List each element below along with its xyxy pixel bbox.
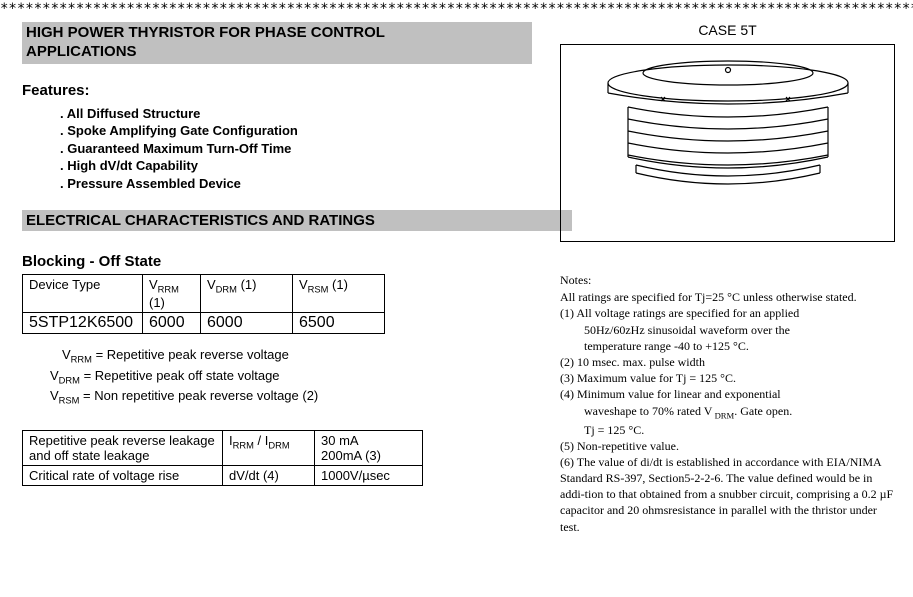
left-column: HIGH POWER THYRISTOR FOR PHASE CONTROL A… (22, 22, 532, 486)
col-vrrm: VRRM(1) (143, 275, 201, 313)
cell-value: 30 mA200mA (3) (315, 430, 423, 465)
note-line: (5) Non-repetitive value. (560, 438, 895, 454)
title-line-1: HIGH POWER THYRISTOR FOR PHASE CONTROL (26, 24, 528, 43)
note-line: All ratings are specified for Tj=25 °C u… (560, 289, 895, 305)
title-line-2: APPLICATIONS (26, 43, 528, 62)
table-row: Repetitive peak reverse leakage and off … (23, 430, 423, 465)
ratings-table: Repetitive peak reverse leakage and off … (22, 430, 423, 486)
feature-item: Pressure Assembled Device (60, 175, 532, 193)
cell-symbol: dV/dt (4) (223, 465, 315, 485)
cell-vrrm: 6000 (143, 312, 201, 333)
note-line: (4) Minimum value for linear and exponen… (560, 386, 895, 402)
col-vrsm: VRSM (1) (293, 275, 385, 313)
features-list: All Diffused Structure Spoke Amplifying … (60, 105, 532, 193)
feature-item: All Diffused Structure (60, 105, 532, 123)
case-drawing-box (560, 44, 895, 242)
voltage-definitions: VRRM = Repetitive peak reverse voltage V… (62, 346, 532, 408)
note-line: Tj = 125 °C. (560, 422, 895, 438)
case-label: CASE 5T (560, 22, 895, 38)
note-line: (2) 10 msec. max. pulse width (560, 354, 895, 370)
features-heading: Features: (22, 82, 532, 99)
feature-item: High dV/dt Capability (60, 157, 532, 175)
note-line: (6) The value of di/dt is established in… (560, 454, 895, 535)
note-line: (1) All voltage ratings are specified fo… (560, 305, 895, 321)
feature-item: Spoke Amplifying Gate Configuration (60, 122, 532, 140)
right-column: CASE 5T (560, 22, 895, 535)
def-vdrm: VDRM = Repetitive peak off state voltage (50, 367, 532, 388)
cell-symbol: IRRM / IDRM (223, 430, 315, 465)
note-line: waveshape to 70% rated V DRM. Gate open. (560, 403, 895, 422)
top-border: ****************************************… (0, 0, 913, 18)
col-vdrm: VDRM (1) (201, 275, 293, 313)
cell-value: 1000V/µsec (315, 465, 423, 485)
blocking-table: Device Type VRRM(1) VDRM (1) VRSM (1) 5S… (22, 274, 385, 334)
notes-block: Notes: All ratings are specified for Tj=… (560, 272, 895, 535)
col-device: Device Type (23, 275, 143, 313)
feature-item: Guaranteed Maximum Turn-Off Time (60, 140, 532, 158)
cell-label: Critical rate of voltage rise (23, 465, 223, 485)
table-row: 5STP12K6500 6000 6000 6500 (23, 312, 385, 333)
def-vrsm: VRSM = Non repetitive peak reverse volta… (50, 387, 532, 408)
cell-label: Repetitive peak reverse leakage and off … (23, 430, 223, 465)
cell-vdrm: 6000 (201, 312, 293, 333)
elec-heading-bar: ELECTRICAL CHARACTERISTICS AND RATINGS (22, 210, 572, 231)
table-header-row: Device Type VRRM(1) VDRM (1) VRSM (1) (23, 275, 385, 313)
note-line: (3) Maximum value for Tj = 125 °C. (560, 370, 895, 386)
page-title-bar: HIGH POWER THYRISTOR FOR PHASE CONTROL A… (22, 22, 532, 64)
note-line: temperature range -40 to +125 °C. (560, 338, 895, 354)
def-vrrm: VRRM = Repetitive peak reverse voltage (62, 346, 532, 367)
blocking-heading: Blocking - Off State (22, 253, 532, 270)
cell-device: 5STP12K6500 (23, 312, 143, 333)
notes-heading: Notes: (560, 272, 895, 288)
cell-vrsm: 6500 (293, 312, 385, 333)
thyristor-drawing-icon (561, 45, 896, 243)
note-line: 50Hz/60zHz sinusoidal waveform over the (560, 322, 895, 338)
table-row: Critical rate of voltage rise dV/dt (4) … (23, 465, 423, 485)
